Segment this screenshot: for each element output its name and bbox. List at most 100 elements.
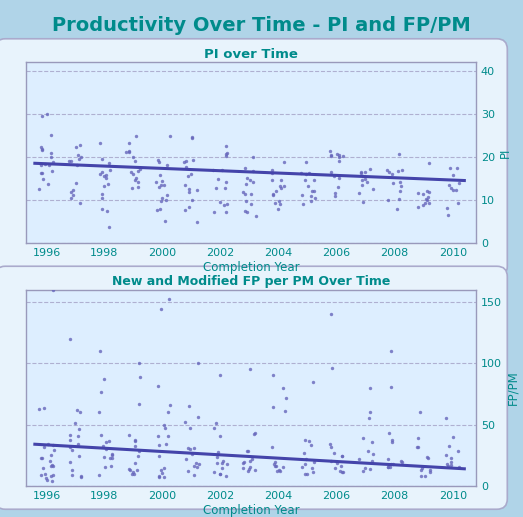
Point bbox=[445, 442, 453, 450]
Point bbox=[38, 454, 47, 463]
Point bbox=[162, 440, 170, 449]
Point bbox=[47, 462, 55, 470]
Point bbox=[131, 157, 139, 165]
Point bbox=[268, 176, 276, 185]
Point bbox=[154, 158, 163, 166]
Point bbox=[327, 310, 335, 318]
Point bbox=[128, 184, 137, 192]
Point bbox=[102, 174, 110, 182]
Point bbox=[129, 170, 137, 178]
Point bbox=[274, 205, 282, 214]
Point bbox=[213, 459, 221, 467]
Point bbox=[134, 167, 142, 175]
Point bbox=[306, 441, 315, 449]
Point bbox=[326, 440, 334, 448]
Point bbox=[157, 196, 165, 205]
Point bbox=[48, 461, 56, 469]
Point bbox=[246, 189, 255, 197]
Point bbox=[388, 438, 396, 447]
Point bbox=[446, 163, 454, 172]
Point bbox=[383, 463, 392, 471]
Point bbox=[308, 187, 316, 195]
Point bbox=[98, 194, 107, 202]
Point bbox=[124, 139, 133, 147]
Point bbox=[163, 161, 171, 169]
Point bbox=[77, 473, 85, 481]
Point bbox=[327, 151, 335, 159]
Point bbox=[122, 148, 131, 156]
Point bbox=[158, 194, 166, 202]
Point bbox=[96, 139, 104, 147]
Point bbox=[326, 168, 335, 176]
Point bbox=[71, 418, 79, 427]
Point bbox=[157, 305, 165, 313]
Point bbox=[449, 186, 457, 194]
Point bbox=[192, 218, 201, 226]
Point bbox=[43, 110, 51, 118]
Point bbox=[38, 146, 47, 155]
Point bbox=[160, 421, 168, 430]
Point bbox=[128, 469, 136, 478]
Point bbox=[413, 443, 421, 451]
Point bbox=[268, 444, 277, 452]
Point bbox=[246, 457, 254, 465]
Point bbox=[100, 182, 109, 190]
Point bbox=[243, 174, 252, 183]
Point bbox=[359, 467, 367, 475]
Point bbox=[383, 165, 392, 174]
Point bbox=[366, 464, 374, 473]
Point bbox=[242, 179, 250, 188]
Point bbox=[301, 460, 310, 468]
Point bbox=[161, 424, 169, 432]
Point bbox=[96, 431, 105, 439]
Point bbox=[131, 459, 140, 467]
Point bbox=[358, 171, 367, 179]
Point bbox=[185, 185, 194, 193]
Point bbox=[384, 195, 392, 204]
Point bbox=[414, 434, 423, 443]
Title: PI over Time: PI over Time bbox=[204, 48, 298, 61]
Point bbox=[325, 147, 334, 155]
Point bbox=[243, 467, 252, 475]
Point bbox=[74, 439, 83, 448]
Point bbox=[131, 176, 139, 184]
Point bbox=[133, 465, 142, 474]
Point bbox=[280, 182, 288, 190]
Point bbox=[368, 457, 377, 465]
Point bbox=[249, 153, 257, 161]
Point bbox=[277, 175, 286, 184]
Point bbox=[49, 285, 57, 294]
Point bbox=[418, 464, 426, 473]
Point bbox=[39, 175, 48, 184]
Point bbox=[40, 404, 49, 412]
Point bbox=[97, 388, 105, 397]
Point bbox=[66, 443, 74, 451]
Point bbox=[43, 180, 52, 188]
Point bbox=[155, 204, 164, 212]
Point bbox=[333, 150, 341, 158]
Point bbox=[74, 155, 83, 163]
Point bbox=[306, 192, 315, 200]
Point bbox=[423, 452, 431, 461]
Point bbox=[66, 334, 74, 343]
Point bbox=[67, 471, 76, 479]
Text: Productivity Over Time - PI and FP/PM: Productivity Over Time - PI and FP/PM bbox=[52, 17, 471, 35]
Point bbox=[355, 189, 363, 197]
Point bbox=[359, 434, 367, 442]
Point bbox=[223, 460, 231, 468]
Point bbox=[69, 186, 77, 194]
Point bbox=[180, 158, 188, 166]
Point bbox=[417, 472, 425, 480]
Point bbox=[218, 166, 226, 174]
Point bbox=[281, 407, 289, 415]
Point bbox=[210, 424, 218, 432]
Point bbox=[134, 183, 142, 191]
Point bbox=[164, 432, 173, 440]
Point bbox=[239, 188, 247, 196]
Point bbox=[308, 464, 316, 473]
Point bbox=[186, 445, 195, 453]
Point bbox=[339, 467, 347, 476]
Point bbox=[301, 455, 310, 463]
Point bbox=[395, 177, 404, 186]
Point bbox=[251, 465, 259, 474]
